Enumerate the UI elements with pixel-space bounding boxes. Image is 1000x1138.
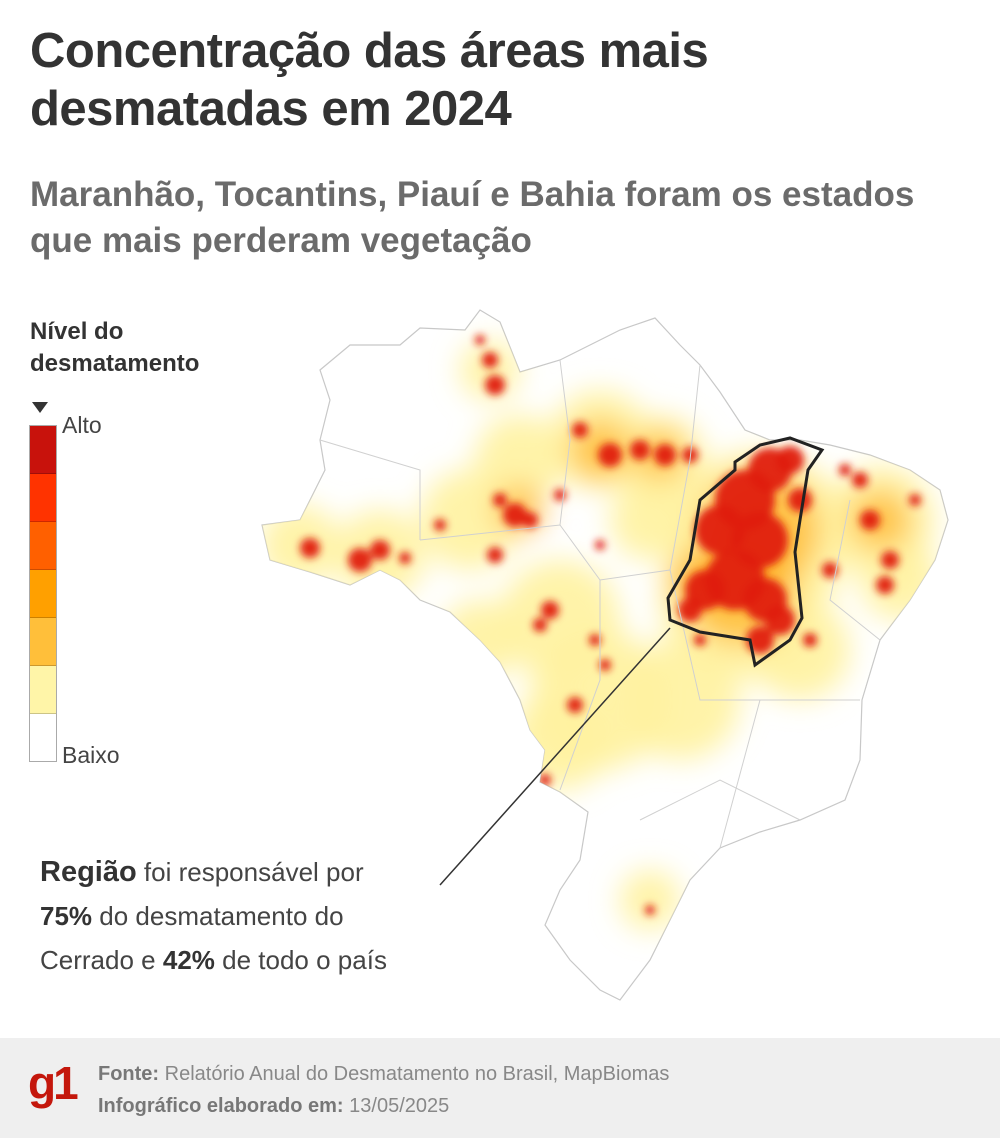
heat-spot bbox=[503, 503, 527, 527]
heat-spot bbox=[262, 505, 340, 585]
heat-spot bbox=[434, 519, 446, 531]
heat-spot bbox=[822, 562, 838, 578]
heat-spot bbox=[300, 538, 320, 558]
heat-spot bbox=[630, 440, 650, 460]
heat-spot bbox=[541, 601, 559, 619]
legend-swatch bbox=[30, 522, 56, 570]
heat-spot bbox=[620, 640, 740, 760]
highlighted-region-outline bbox=[666, 436, 825, 668]
legend-swatch bbox=[30, 570, 56, 618]
annotation-leader-line bbox=[439, 627, 671, 886]
annotation-country-pct: 42% bbox=[162, 945, 215, 975]
state-borders bbox=[319, 359, 881, 849]
heat-spot bbox=[909, 494, 921, 506]
source-text: Relatório Anual do Desmatamento no Brasi… bbox=[164, 1063, 670, 1085]
legend-swatch bbox=[30, 474, 56, 522]
heat-spot bbox=[860, 540, 940, 620]
heat-spot bbox=[765, 605, 795, 635]
footer: g1 Fonte: Relatório Anual do Desmatament… bbox=[0, 1038, 1000, 1138]
date-label: Infográfico elaborado em: bbox=[98, 1095, 344, 1117]
heat-spot bbox=[881, 551, 899, 569]
state-border bbox=[559, 359, 571, 526]
legend-color-scale bbox=[29, 425, 57, 762]
annotation-text: de todo o país bbox=[222, 945, 387, 975]
heat-spot bbox=[399, 552, 411, 564]
heat-spot bbox=[620, 870, 680, 930]
heat-spot bbox=[852, 472, 868, 488]
state-border bbox=[829, 499, 881, 641]
annotation-text: do desmatamento do bbox=[99, 901, 344, 931]
heat-spot bbox=[595, 540, 605, 550]
heat-core-layer bbox=[300, 335, 921, 915]
heat-spot bbox=[776, 446, 804, 474]
annotation-text: foi responsável por bbox=[143, 857, 364, 887]
heat-spot bbox=[510, 690, 610, 790]
legend-swatch bbox=[30, 426, 56, 474]
legend-title: Nível do desmatamento bbox=[30, 318, 200, 377]
page-subtitle: Maranhão, Tocantins, Piauí e Bahia foram… bbox=[30, 175, 915, 260]
annotation-text: Cerrado e bbox=[40, 945, 156, 975]
heat-spot bbox=[475, 415, 565, 505]
state-border bbox=[719, 699, 761, 849]
state-border bbox=[319, 439, 421, 540]
heat-spot bbox=[860, 510, 880, 530]
heat-spot bbox=[493, 493, 507, 507]
legend-arrow-icon bbox=[32, 402, 48, 413]
page-title: Concentração das áreas mais desmatadas e… bbox=[30, 24, 709, 136]
heat-spot bbox=[876, 576, 894, 594]
heat-spot bbox=[533, 618, 547, 632]
heat-spot bbox=[572, 422, 588, 438]
annotation-region: Região bbox=[40, 856, 137, 888]
legend-swatch bbox=[30, 666, 56, 714]
state-border bbox=[639, 779, 801, 821]
heat-spot bbox=[645, 905, 655, 915]
state-border bbox=[669, 364, 701, 571]
state-border bbox=[419, 524, 671, 581]
heat-spot bbox=[788, 488, 812, 512]
heat-spot bbox=[440, 600, 520, 680]
heat-spot bbox=[567, 697, 583, 713]
heat-spot bbox=[522, 512, 538, 528]
state-border bbox=[669, 569, 860, 701]
legend-low-label: Baixo bbox=[62, 742, 120, 768]
heat-spot bbox=[694, 634, 706, 646]
heat-spot bbox=[539, 774, 551, 786]
source-label: Fonte: bbox=[98, 1063, 160, 1085]
heat-spot bbox=[485, 375, 505, 395]
legend-high-label: Alto bbox=[62, 412, 102, 438]
region-annotation: Região foi responsável por 75% do desmat… bbox=[40, 850, 387, 982]
heat-spot bbox=[589, 634, 601, 646]
g1-logo: g1 bbox=[28, 1057, 79, 1109]
heat-spot bbox=[598, 443, 622, 467]
heat-spot bbox=[599, 659, 611, 671]
legend-swatch bbox=[30, 618, 56, 666]
legend-swatch bbox=[30, 714, 56, 761]
heat-spot bbox=[654, 444, 676, 466]
heat-spot bbox=[803, 633, 817, 647]
heat-spot bbox=[348, 548, 372, 572]
date-value: 13/05/2025 bbox=[349, 1095, 450, 1117]
heat-spot bbox=[487, 547, 503, 563]
state-border bbox=[559, 580, 601, 791]
heat-spot bbox=[678, 598, 702, 622]
heat-spot bbox=[370, 540, 390, 560]
heat-spot bbox=[475, 335, 485, 345]
heat-spot bbox=[610, 480, 690, 560]
heat-spot bbox=[482, 352, 498, 368]
heat-spot bbox=[839, 464, 851, 476]
heat-spot bbox=[746, 626, 774, 654]
annotation-cerrado-pct: 75% bbox=[40, 901, 93, 931]
heat-spot bbox=[682, 447, 698, 463]
